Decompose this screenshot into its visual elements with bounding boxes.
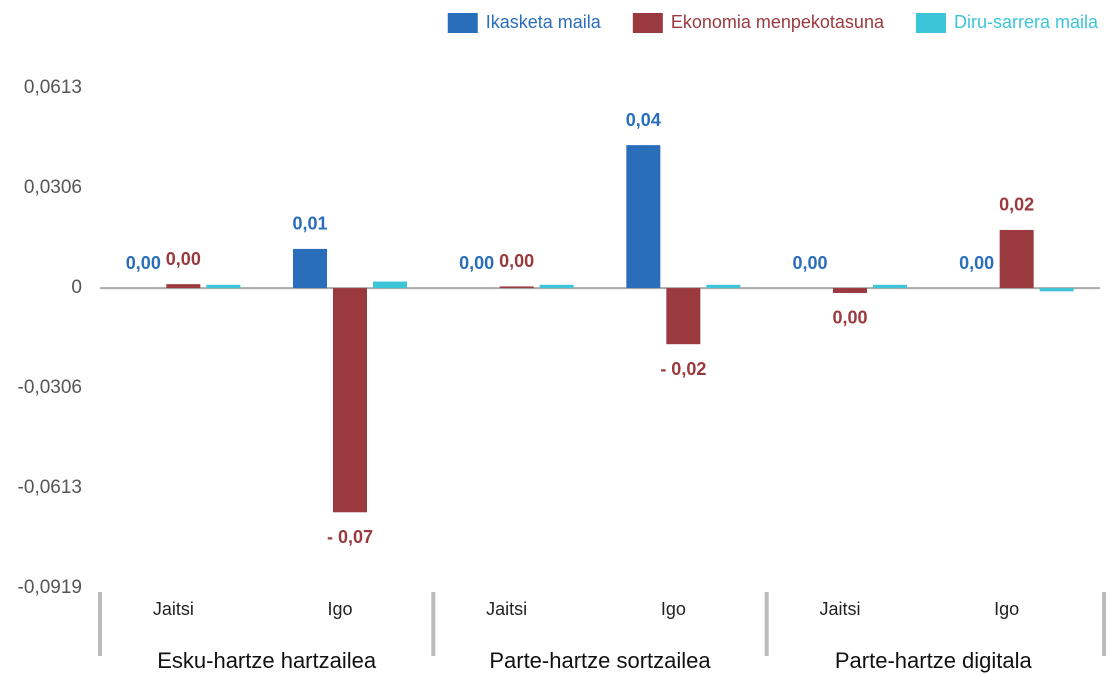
y-tick-label: -0,0919 [18, 577, 82, 598]
bar [873, 284, 907, 289]
x-tick-label: Jaitsi [153, 599, 194, 619]
bar [1039, 288, 1074, 292]
value-label: 0,04 [626, 110, 661, 130]
x-tick-label: Igo [327, 599, 352, 619]
x-tick-label: Jaitsi [486, 599, 527, 619]
legend-swatch [632, 13, 663, 33]
y-tick-label: -0,0613 [18, 477, 82, 498]
bar [206, 284, 241, 289]
value-label: 0,00 [126, 253, 161, 273]
legend-label: Ikasketa maila [486, 12, 602, 32]
y-tick-label: -0,0306 [18, 377, 82, 398]
bar [293, 248, 327, 289]
value-label: - 0,02 [660, 359, 706, 379]
legend-swatch [915, 13, 946, 33]
y-tick-label: 0,0613 [24, 77, 82, 98]
group-label: Esku-hartze hartzailea [157, 648, 377, 673]
value-label: 0,01 [292, 214, 327, 234]
bar [999, 229, 1034, 289]
legend-swatch [447, 13, 478, 33]
value-label: 0,00 [499, 251, 534, 271]
value-label: 0,00 [959, 253, 994, 273]
value-label: 0,00 [459, 253, 494, 273]
bar [626, 145, 661, 289]
legend-label: Diru-sarrera maila [954, 12, 1099, 32]
legend-label: Ekonomia menpekotasuna [671, 12, 885, 32]
x-tick-label: Igo [661, 599, 686, 619]
value-label: 0,00 [166, 249, 201, 269]
bar [833, 288, 867, 293]
bar [706, 284, 741, 289]
group-label: Parte-hartze digitala [835, 648, 1033, 673]
value-label: 0,00 [792, 253, 827, 273]
value-label: 0,02 [999, 195, 1034, 215]
bar [666, 288, 701, 345]
y-tick-label: 0 [71, 277, 82, 298]
value-label: - 0,07 [327, 527, 373, 547]
x-tick-label: Igo [994, 599, 1019, 619]
bar [333, 288, 367, 513]
x-tick-label: Jaitsi [819, 599, 860, 619]
bar [499, 286, 534, 289]
y-tick-label: 0,0306 [24, 177, 82, 198]
bar [539, 284, 574, 289]
group-label: Parte-hartze sortzailea [489, 648, 711, 673]
value-label: 0,00 [832, 308, 867, 328]
bar [166, 284, 201, 289]
bar [373, 281, 407, 289]
